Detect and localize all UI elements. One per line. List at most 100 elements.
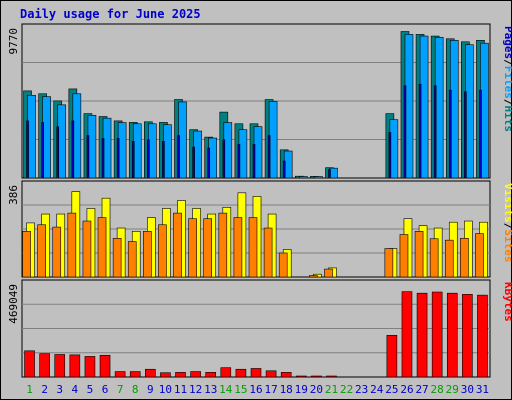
bar-kbytes xyxy=(326,375,337,378)
bar-sites xyxy=(67,212,77,278)
x-tick-label: 16 xyxy=(249,383,262,396)
bar-sites xyxy=(97,217,107,278)
bar-pages xyxy=(101,138,105,179)
bar-pages xyxy=(328,169,331,179)
bar-kbytes xyxy=(235,368,247,378)
bar-pages xyxy=(448,89,452,179)
x-tick-label: 21 xyxy=(325,383,338,396)
bar-kbytes xyxy=(446,292,458,378)
bar-kbytes xyxy=(311,375,322,378)
bar-sites xyxy=(173,212,182,278)
x-tick-label: 24 xyxy=(370,383,384,396)
x-tick-label: 7 xyxy=(117,383,124,396)
bar-kbytes xyxy=(265,370,277,378)
bar-pages xyxy=(403,85,407,179)
x-tick-label: 4 xyxy=(72,383,79,396)
bar-kbytes xyxy=(250,368,262,378)
bar-pages xyxy=(56,126,60,179)
bar-kbytes xyxy=(295,375,307,378)
legend-entry: Visits xyxy=(502,183,512,223)
bar-kbytes xyxy=(477,294,488,378)
bar-kbytes xyxy=(386,334,398,378)
bar-pages xyxy=(26,120,29,179)
bar-sites xyxy=(158,224,167,278)
x-tick-label: 9 xyxy=(147,383,154,396)
bar-kbytes xyxy=(69,354,81,378)
x-tick-label: 18 xyxy=(280,383,293,396)
x-tick-label: 23 xyxy=(355,383,368,396)
x-tick-label: 10 xyxy=(159,383,172,396)
x-tick-label: 1 xyxy=(26,383,33,396)
bar-files xyxy=(298,176,308,179)
legend-hits-files-pages: Pages/Files/Hits xyxy=(502,26,512,132)
bar-pages xyxy=(86,135,90,179)
bar-sites xyxy=(399,234,409,278)
bar-pages xyxy=(388,132,392,179)
bar-sites xyxy=(475,233,484,278)
bar-sites xyxy=(203,218,213,278)
bar-kbytes xyxy=(54,354,66,378)
bar-kbytes xyxy=(114,371,126,378)
ymax-label: 9770 xyxy=(7,28,20,55)
bar-sites xyxy=(112,237,122,278)
x-tick-label: 19 xyxy=(295,383,308,396)
chart-title: Daily usage for June 2025 xyxy=(20,7,201,21)
legend-entry: / xyxy=(502,59,512,66)
bar-pages xyxy=(433,85,437,179)
bar-sites xyxy=(278,252,288,278)
bar-kbytes xyxy=(462,294,473,378)
legend-entry: / xyxy=(502,99,512,106)
bar-sites xyxy=(384,248,394,278)
ymax-label: 469049 xyxy=(7,284,20,324)
bar-sites xyxy=(429,238,439,278)
bar-pages xyxy=(237,144,241,179)
bar-kbytes xyxy=(175,372,186,378)
x-tick-label: 8 xyxy=(132,383,139,396)
legend-entry: / xyxy=(502,223,512,230)
bar-sites xyxy=(324,268,333,278)
bar-kbytes xyxy=(401,291,413,378)
bar-pages xyxy=(282,160,286,179)
x-tick-label: 31 xyxy=(476,383,489,396)
bar-sites xyxy=(82,220,92,278)
legend-visits-sites: Visits/Sites xyxy=(502,183,512,263)
x-tick-label: 6 xyxy=(102,383,109,396)
legend-entry: KBytes xyxy=(502,282,512,322)
x-tick-label: 2 xyxy=(41,383,48,396)
x-tick-label: 5 xyxy=(87,383,94,396)
bar-kbytes xyxy=(24,350,35,378)
bar-pages xyxy=(207,147,211,179)
bar-sites xyxy=(309,275,318,278)
bar-sites xyxy=(248,217,258,278)
bar-sites xyxy=(37,224,46,278)
bar-kbytes xyxy=(145,368,156,378)
bar-kbytes xyxy=(220,367,232,378)
bar-pages xyxy=(147,139,150,179)
bar-sites xyxy=(414,231,424,278)
x-tick-label: 11 xyxy=(174,383,187,396)
bar-kbytes xyxy=(99,354,111,378)
bar-kbytes xyxy=(431,291,443,378)
bar-kbytes xyxy=(160,372,171,378)
bar-pages xyxy=(162,141,165,179)
legend-entry: Pages xyxy=(502,26,512,59)
bar-kbytes xyxy=(190,371,201,378)
x-tick-label: 29 xyxy=(446,383,459,396)
bar-sites xyxy=(444,239,454,278)
bar-pages xyxy=(418,83,422,179)
x-tick-label: 20 xyxy=(310,383,323,396)
bar-sites xyxy=(460,237,469,278)
bar-sites xyxy=(263,227,273,278)
bar-pages xyxy=(252,144,256,179)
bar-pages xyxy=(177,135,180,179)
x-tick-label: 22 xyxy=(340,383,353,396)
x-tick-label: 13 xyxy=(204,383,217,396)
bar-sites xyxy=(22,231,31,278)
x-tick-label: 17 xyxy=(264,383,277,396)
x-tick-label: 30 xyxy=(461,383,474,396)
legend-entry: Files xyxy=(502,66,512,99)
x-tick-label: 14 xyxy=(219,383,233,396)
x-tick-label: 26 xyxy=(400,383,413,396)
bar-sites xyxy=(233,217,243,278)
